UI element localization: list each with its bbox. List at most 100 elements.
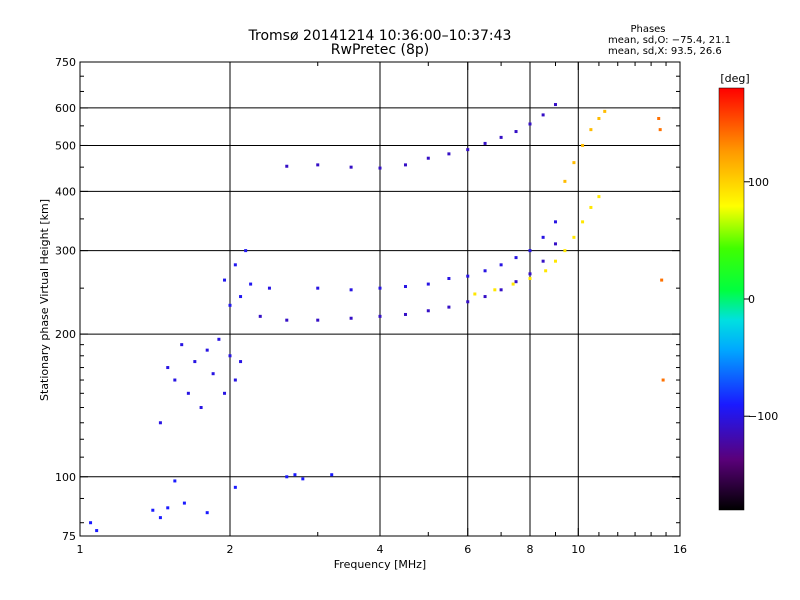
data-point <box>528 277 532 281</box>
data-point <box>597 116 601 120</box>
data-point <box>316 286 320 290</box>
data-point <box>158 516 162 520</box>
data-point <box>223 278 227 282</box>
data-point <box>316 163 320 167</box>
data-point <box>349 316 353 320</box>
data-point <box>603 109 607 113</box>
data-point <box>581 143 585 147</box>
colorbar-ticks: 100 0 −100 <box>744 176 778 423</box>
colorbar <box>718 87 745 511</box>
data-point <box>528 122 532 126</box>
data-point <box>249 282 253 286</box>
data-point <box>447 152 451 156</box>
data-point <box>349 165 353 169</box>
data-point <box>541 113 545 117</box>
data-point <box>581 220 585 224</box>
y-tick-label: 200 <box>55 328 76 341</box>
x-tick-label: 6 <box>464 543 471 556</box>
data-point <box>211 372 215 376</box>
data-point <box>205 348 209 352</box>
phase-stats-o-line: mean, sd,O: −75.4, 21.1 <box>608 35 731 46</box>
data-point <box>553 242 557 246</box>
y-tick-label: 750 <box>55 56 76 69</box>
data-point <box>514 130 518 134</box>
data-point <box>403 163 407 167</box>
data-point <box>285 475 289 479</box>
data-point <box>151 508 155 512</box>
y-axis-ticks: 75 100 200 300 400 500 600 750 <box>55 56 680 543</box>
colorbar-tick-label: 100 <box>748 176 769 189</box>
data-point <box>589 205 593 209</box>
x-tick-label: 1 <box>77 543 84 556</box>
data-point <box>316 318 320 322</box>
data-point <box>661 378 665 382</box>
data-point <box>426 156 430 160</box>
data-point <box>378 166 382 170</box>
data-point <box>514 256 518 260</box>
data-point <box>199 406 203 410</box>
data-point <box>223 391 227 395</box>
data-point <box>466 148 470 152</box>
x-tick-label: 2 <box>227 543 234 556</box>
colorbar-tick-label: −100 <box>748 410 778 423</box>
data-point <box>233 378 237 382</box>
data-point <box>447 305 451 309</box>
data-point <box>89 521 93 525</box>
colorbar-tick-label: 0 <box>748 293 755 306</box>
x-tick-label: 4 <box>377 543 384 556</box>
data-point <box>528 272 532 276</box>
data-point <box>193 360 197 364</box>
data-point <box>173 378 177 382</box>
data-point <box>233 263 237 267</box>
data-point <box>541 259 545 263</box>
y-tick-label: 75 <box>62 530 76 543</box>
y-tick-label: 500 <box>55 139 76 152</box>
data-point <box>499 288 503 292</box>
data-point <box>493 288 497 292</box>
data-point <box>285 164 289 168</box>
data-point <box>483 295 487 299</box>
chart-title: Tromsø 20141214 10:36:00–10:37:43 <box>248 28 512 44</box>
phase-stats-heading: Phases <box>630 24 665 35</box>
data-point <box>233 485 237 489</box>
data-point <box>499 135 503 139</box>
data-point <box>244 249 248 253</box>
chart-subtitle: RwPretec (8p) <box>331 42 429 58</box>
data-point <box>239 360 243 364</box>
phase-stats-x-line: mean, sd,X: 93.5, 26.6 <box>608 46 722 57</box>
data-point <box>182 501 186 505</box>
data-point <box>403 285 407 289</box>
data-point <box>95 529 99 533</box>
data-point <box>228 303 232 307</box>
data-point <box>217 337 221 341</box>
data-point <box>658 128 662 132</box>
data-point <box>541 235 545 239</box>
x-tick-label: 10 <box>571 543 585 556</box>
data-point <box>544 269 548 273</box>
data-point <box>553 259 557 263</box>
data-point <box>483 269 487 273</box>
data-point <box>426 309 430 313</box>
data-point <box>572 235 576 239</box>
data-point <box>158 421 162 425</box>
data-point <box>597 195 601 199</box>
y-axis-label: Stationary phase Virtual Height [km] <box>38 199 51 401</box>
x-axis-label: Frequency [MHz] <box>334 558 426 571</box>
data-point <box>466 300 470 304</box>
data-point <box>553 220 557 224</box>
data-point <box>563 249 567 253</box>
data-point <box>447 277 451 281</box>
colorbar-label: [deg] <box>720 72 749 85</box>
data-point <box>589 128 593 132</box>
data-point <box>403 312 407 316</box>
data-point <box>466 274 470 278</box>
data-point <box>166 506 170 510</box>
data-point <box>267 286 271 290</box>
data-point <box>205 511 209 515</box>
data-point <box>426 282 430 286</box>
data-point <box>483 141 487 145</box>
data-point <box>378 314 382 318</box>
x-axis-ticks: 1 2 4 6 8 10 16 <box>77 62 687 556</box>
data-point <box>563 179 567 183</box>
data-point <box>180 343 184 347</box>
